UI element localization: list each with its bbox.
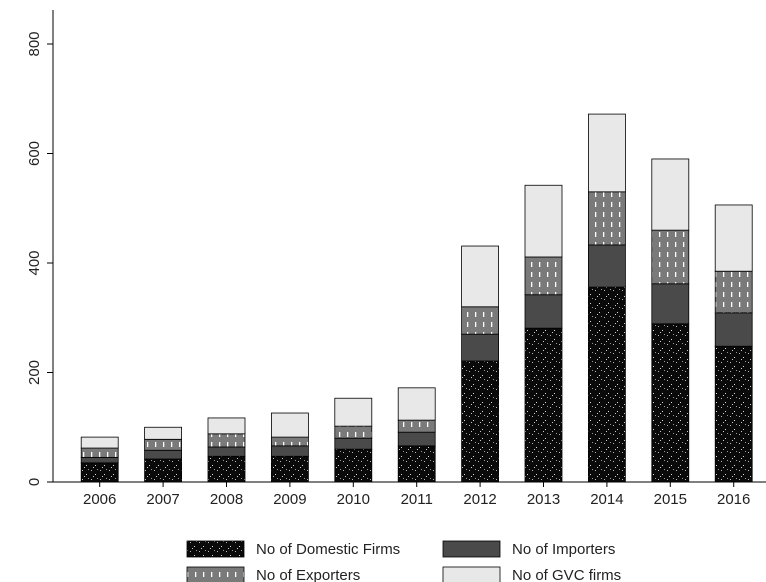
bar-segment [714, 204, 753, 272]
bar-segment [334, 397, 373, 427]
bar-segment [207, 417, 246, 435]
bar-segment [588, 244, 626, 288]
bar-segment [144, 458, 183, 483]
x-tick-label: 2010 [337, 491, 370, 508]
bar-segment [524, 256, 563, 296]
bar-segment [270, 445, 309, 457]
bar-segment [714, 270, 753, 314]
bar-segment [461, 306, 500, 335]
y-tick-label: 0 [26, 478, 43, 486]
bar-segment [334, 437, 373, 450]
y-tick-label: 400 [26, 250, 43, 275]
bar-segment [144, 426, 183, 440]
x-tick-label: 2015 [654, 491, 687, 508]
bar-segment [270, 412, 309, 438]
x-tick-label: 2011 [401, 491, 433, 508]
y-tick-label: 200 [26, 360, 43, 385]
bar-segment [461, 333, 500, 362]
x-tick-label: 2008 [210, 491, 243, 508]
bar-segment [524, 294, 563, 329]
bar-segment [651, 229, 690, 285]
bar-segment [397, 445, 436, 483]
legend-label: No of GVC firms [512, 567, 621, 582]
bar-segment [588, 113, 626, 193]
bar-segment [397, 419, 436, 433]
x-tick-label: 2006 [83, 491, 116, 508]
legend-label: No of Importers [512, 541, 615, 558]
bar-segment [397, 387, 436, 421]
bar-segment [80, 447, 119, 458]
legend-swatch [442, 566, 501, 582]
bar-segment [524, 184, 563, 258]
bar-segment [714, 312, 753, 347]
bar-segment [461, 360, 500, 483]
bar-segment [144, 438, 183, 451]
y-tick-label: 800 [26, 31, 43, 56]
bar-segment [207, 433, 246, 448]
bar-segment [397, 431, 436, 447]
bar-segment [334, 448, 373, 483]
bar-segment [714, 345, 753, 483]
bar-segment [80, 436, 119, 449]
bar-segment [588, 286, 626, 483]
legend-swatch [442, 540, 501, 558]
bar-segment [651, 158, 690, 231]
x-tick-label: 2013 [527, 491, 560, 508]
bar-segment [207, 446, 246, 457]
legend-label: No of Exporters [256, 567, 360, 582]
x-tick-label: 2014 [590, 491, 623, 508]
x-tick-label: 2016 [717, 491, 750, 508]
bar-segment [80, 462, 119, 483]
x-tick-label: 2007 [146, 491, 179, 508]
bar-segment [144, 449, 183, 460]
x-tick-label: 2012 [463, 491, 496, 508]
bar-segment [207, 455, 246, 483]
legend-swatch [186, 540, 245, 558]
y-tick-label: 600 [26, 141, 43, 166]
bar-segment [588, 191, 626, 246]
bar-segment [461, 245, 500, 308]
bar-segment [651, 323, 690, 483]
legend-label: No of Domestic Firms [256, 541, 400, 558]
bar-segment [524, 327, 563, 483]
bar-segment [270, 436, 309, 447]
legend-swatch [186, 566, 245, 582]
bar-segment [334, 425, 373, 439]
bar-segment [270, 455, 309, 483]
bar-segment [80, 456, 119, 464]
x-tick-label: 2009 [273, 491, 306, 508]
bar-segment [651, 283, 690, 325]
